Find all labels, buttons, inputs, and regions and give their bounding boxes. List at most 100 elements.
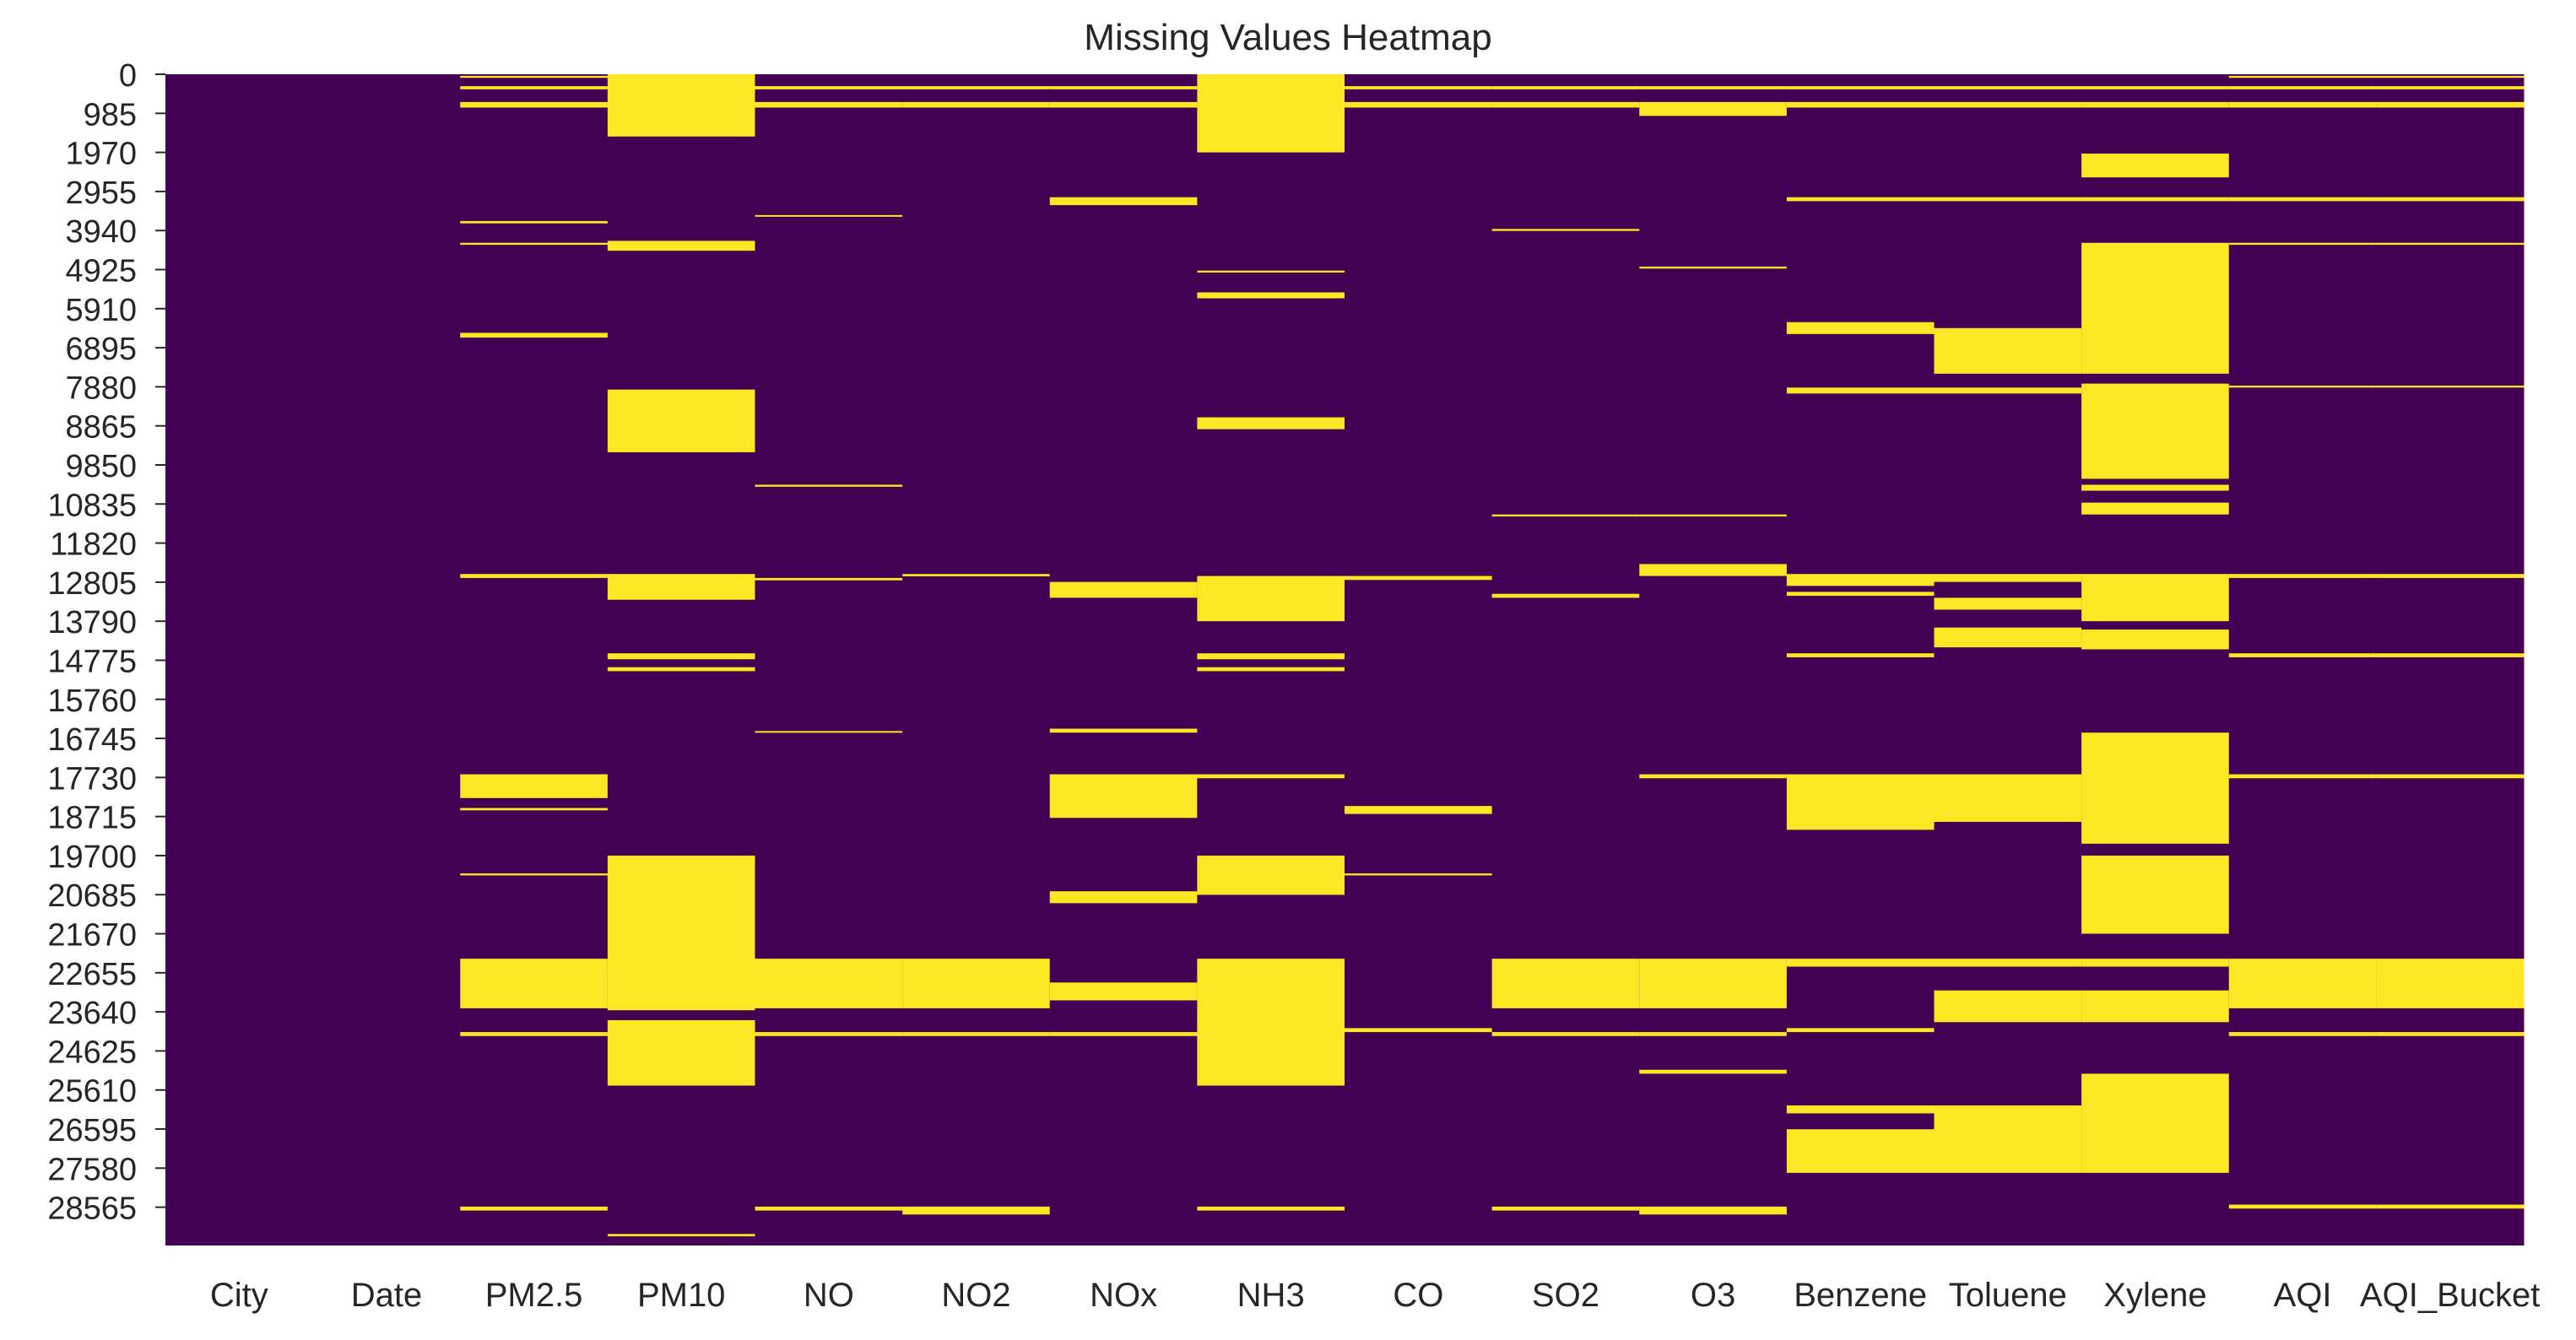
missing-block-NH3-8 — [1197, 856, 1345, 895]
missing-block-Xylene-3 — [2081, 197, 2229, 202]
missing-block-PM2.5-8 — [460, 808, 608, 811]
missing-block-SO2-3 — [1492, 515, 1640, 516]
missing-block-NH3-7 — [1197, 775, 1345, 779]
y-tick-label-13790: 13790 — [47, 605, 137, 640]
y-tick-label-21670: 21670 — [47, 918, 137, 954]
x-tick-label-City: City — [210, 1277, 268, 1314]
missing-block-SO2-6 — [1492, 1032, 1640, 1036]
y-tick-label-26595: 26595 — [47, 1113, 137, 1148]
missing-block-AQI_Bucket-1 — [2376, 86, 2524, 89]
missing-block-NO-2 — [755, 215, 903, 217]
missing-block-AQI-3 — [2229, 197, 2377, 202]
y-tick-label-9850: 9850 — [65, 449, 137, 484]
missing-block-PM2.5-12 — [460, 1207, 608, 1211]
missing-block-Toluene-11 — [1935, 1105, 2082, 1173]
missing-block-NH3-4 — [1197, 576, 1345, 622]
missing-block-AQI_Bucket-9 — [2376, 959, 2524, 1008]
missing-block-Xylene-2 — [2081, 154, 2229, 177]
missing-block-SO2-7 — [1492, 1207, 1640, 1211]
missing-block-Benzene-1 — [1787, 102, 1935, 108]
missing-block-NH3-3 — [1197, 418, 1345, 430]
missing-block-Xylene-1 — [2081, 102, 2229, 108]
missing-block-NOx-5 — [1050, 775, 1198, 819]
missing-block-NO-0 — [755, 86, 903, 89]
y-tick-label-23640: 23640 — [47, 996, 137, 1031]
missing-block-PM10-6 — [608, 856, 755, 1010]
missing-block-NOx-2 — [1050, 197, 1198, 205]
missing-block-AQI_Bucket-2 — [2376, 102, 2524, 108]
missing-block-CO-2 — [1345, 576, 1492, 581]
missing-block-AQI_Bucket-7 — [2376, 653, 2524, 657]
missing-block-NO2-1 — [902, 102, 1050, 108]
column-SO2-present — [1492, 74, 1640, 1245]
missing-block-PM10-5 — [608, 667, 755, 672]
column-Toluene-present — [1935, 74, 2082, 1245]
missing-block-Xylene-6 — [2081, 484, 2229, 490]
missing-block-Toluene-4 — [1935, 387, 2082, 393]
column-AQI_Bucket-present — [2376, 74, 2524, 1245]
missing-block-Benzene-10 — [1787, 1028, 1935, 1032]
x-tick-label-O3: O3 — [1691, 1277, 1735, 1314]
missing-block-NO-7 — [755, 1032, 903, 1036]
missing-block-Benzene-4 — [1787, 387, 1935, 393]
missing-block-Toluene-9 — [1935, 959, 2082, 966]
x-tick-label-Xylene: Xylene — [2103, 1277, 2206, 1314]
y-tick-label-5910: 5910 — [65, 293, 137, 328]
y-tick-label-10835: 10835 — [47, 488, 137, 523]
missing-block-NOx-4 — [1050, 729, 1198, 733]
y-tick-label-1970: 1970 — [65, 137, 137, 172]
x-tick-label-AQI_Bucket: AQI_Bucket — [2360, 1277, 2540, 1314]
y-tick-label-22655: 22655 — [47, 957, 137, 992]
missing-block-AQI_Bucket-4 — [2376, 243, 2524, 245]
y-tick-label-28565: 28565 — [47, 1191, 137, 1227]
missing-block-PM10-0 — [608, 74, 755, 137]
y-tick-label-12805: 12805 — [47, 566, 137, 602]
x-tick-label-PM10: PM10 — [637, 1277, 726, 1314]
missing-block-NH3-5 — [1197, 653, 1345, 659]
missing-block-Xylene-11 — [2081, 856, 2229, 934]
missing-block-PM2.5-2 — [460, 102, 608, 108]
y-tick-label-6895: 6895 — [65, 332, 137, 367]
y-tick-label-4925: 4925 — [65, 254, 137, 289]
missing-block-AQI_Bucket-10 — [2376, 1032, 2524, 1036]
missing-block-O3-3 — [1639, 515, 1787, 516]
missing-block-PM2.5-11 — [460, 1032, 608, 1036]
missing-block-CO-4 — [1345, 873, 1492, 875]
y-tick-label-11820: 11820 — [50, 527, 137, 563]
missing-block-NO-1 — [755, 102, 903, 108]
missing-block-AQI-4 — [2229, 243, 2377, 245]
missing-block-AQI_Bucket-3 — [2376, 197, 2524, 202]
missing-block-NOx-0 — [1050, 86, 1198, 89]
missing-block-PM2.5-7 — [460, 775, 608, 798]
missing-block-AQI-0 — [2229, 76, 2377, 78]
y-tick-label-19700: 19700 — [47, 840, 137, 875]
y-tick-label-24625: 24625 — [47, 1035, 137, 1070]
missing-block-CO-0 — [1345, 86, 1492, 89]
missing-block-NOx-7 — [1050, 982, 1198, 1000]
missing-block-AQI-5 — [2229, 386, 2377, 387]
y-tick-label-985: 985 — [84, 97, 137, 132]
missing-block-NH3-9 — [1197, 959, 1345, 1022]
missing-block-Benzene-6 — [1787, 592, 1935, 596]
x-tick-label-AQI: AQI — [2274, 1277, 2332, 1314]
y-tick-label-20685: 20685 — [47, 878, 137, 914]
column-CO-present — [1345, 74, 1492, 1245]
missing-block-O3-0 — [1639, 86, 1787, 89]
missing-block-Benzene-7 — [1787, 653, 1935, 657]
missing-block-NOx-1 — [1050, 102, 1198, 108]
missing-block-NO2-0 — [902, 86, 1050, 89]
missing-block-Xylene-13 — [2081, 991, 2229, 1023]
column-NOx-present — [1050, 74, 1198, 1245]
missing-block-PM2.5-1 — [460, 86, 608, 89]
y-tick-label-17730: 17730 — [47, 761, 137, 797]
missing-block-PM10-2 — [608, 390, 755, 452]
missing-block-Benzene-11 — [1787, 1105, 1935, 1113]
x-tick-label-Toluene: Toluene — [1949, 1277, 2067, 1314]
missing-block-Toluene-10 — [1935, 991, 2082, 1023]
missing-block-PM2.5-4 — [460, 243, 608, 245]
x-tick-label-SO2: SO2 — [1532, 1277, 1599, 1314]
missing-block-CO-3 — [1345, 806, 1492, 813]
missing-block-AQI-2 — [2229, 102, 2377, 108]
